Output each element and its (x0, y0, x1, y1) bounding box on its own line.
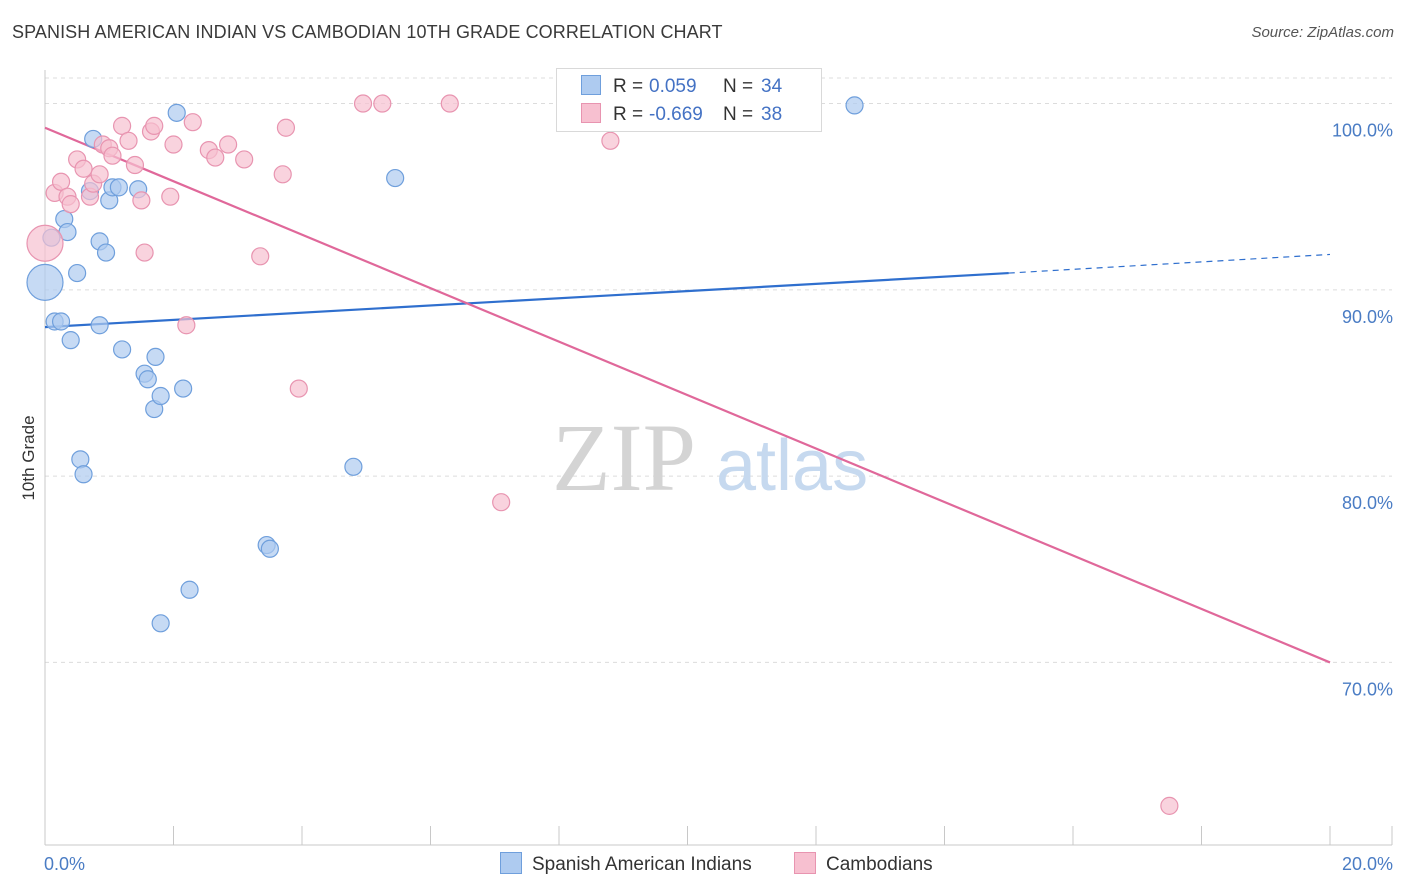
spanish-american-indian-point (26, 263, 64, 301)
cambodian-point (135, 243, 154, 262)
source-label: Source: ZipAtlas.com (1251, 24, 1394, 41)
r-value: 0.059 (649, 76, 697, 97)
spanish-american-indian-point (151, 386, 170, 406)
spanish-american-indian-point (96, 243, 116, 262)
legend-item-spanish-american-indians[interactable]: Spanish American Indians (500, 852, 752, 876)
cambodian-point (492, 493, 511, 512)
spanish-american-indian-point (74, 465, 93, 484)
blue-swatch (500, 852, 522, 874)
chart-title: SPANISH AMERICAN INDIAN VS CAMBODIAN 10T… (12, 22, 723, 42)
cambodian-point (273, 165, 292, 184)
legend-label: Spanish American Indians (532, 854, 752, 875)
spanish-american-indian-point (344, 457, 363, 476)
cambodian-point (219, 135, 238, 154)
n-value: 38 (761, 104, 783, 125)
y-tick-label: 100.0% (1332, 121, 1393, 141)
legend-label: Cambodians (826, 854, 933, 875)
spanish-american-indian-point (167, 103, 186, 122)
cambodian-point (164, 135, 183, 154)
cambodian-point (251, 247, 270, 266)
spanish-american-indian-point (112, 340, 132, 359)
r-label: R = (613, 76, 644, 97)
legend-row-spanish-american-indians: R = 0.059 N = 34 (581, 75, 782, 101)
spanish-american-indian-point (174, 379, 193, 398)
watermark-zip: ZIP (552, 404, 696, 511)
cambodian-point (235, 150, 254, 169)
spanish-american-indian-point (845, 96, 864, 115)
spanish-american-indian-point (146, 347, 165, 366)
spanish-american-indian-point (138, 370, 157, 389)
spanish-american-indian-point (151, 614, 170, 633)
tick-labels: 70.0% 80.0% 90.0% 100.0% 0.0% 20.0% (44, 121, 1393, 874)
spanish-american-indian-point (61, 331, 80, 350)
correlation-legend: R = 0.059 N = 34 R = -0.669 N = 38 (556, 68, 822, 132)
axes (44, 70, 1393, 846)
pink-trend-line (44, 126, 1331, 664)
cambodian-point (132, 191, 151, 210)
y-tick-label: 90.0% (1342, 307, 1393, 327)
cambodian-point (74, 159, 93, 178)
y-tick-label: 70.0% (1342, 679, 1393, 699)
r-value: -0.669 (649, 104, 703, 125)
legend-row-cambodians: R = -0.669 N = 38 (581, 103, 782, 129)
x-tick-label: 20.0% (1342, 854, 1393, 874)
cambodian-point (440, 94, 459, 113)
cambodian-point (276, 118, 296, 137)
cambodian-point (289, 379, 308, 398)
data-points (26, 94, 1179, 815)
blue-trend-line-extension (1008, 253, 1331, 274)
spanish-american-indian-point (180, 580, 199, 599)
n-label: N = (723, 76, 754, 97)
cambodian-point (601, 131, 620, 150)
spanish-american-indian-point (90, 316, 109, 335)
cambodian-point (103, 146, 122, 165)
spanish-american-indian-point (51, 312, 71, 331)
cambodian-point (145, 116, 164, 135)
cambodian-point (353, 94, 373, 113)
cambodian-point (183, 113, 202, 132)
y-tick-label: 80.0% (1342, 493, 1393, 513)
cambodian-point (206, 148, 225, 167)
cambodian-point (373, 94, 392, 113)
cambodian-point (61, 195, 80, 214)
cambodian-point (1160, 796, 1179, 815)
spanish-american-indian-point (71, 450, 90, 469)
r-label: R = (613, 104, 644, 125)
cambodian-point (125, 155, 145, 175)
cambodian-point (177, 316, 196, 335)
cambodian-point (161, 187, 180, 206)
spanish-american-indian-point (68, 263, 87, 283)
blue-trend-line (44, 271, 1009, 329)
spanish-american-indian-point (260, 539, 279, 558)
trend-lines (44, 126, 1331, 664)
pink-swatch (794, 852, 816, 874)
blue-swatch (581, 75, 601, 95)
n-label: N = (723, 104, 754, 125)
cambodian-point (90, 165, 109, 184)
legend-item-cambodians[interactable]: Cambodians (794, 852, 933, 876)
pink-swatch (581, 103, 601, 123)
x-tick-label: 0.0% (44, 854, 85, 874)
spanish-american-indian-point (109, 178, 128, 197)
y-axis-label: 10th Grade (19, 415, 38, 500)
cambodian-point (26, 224, 64, 262)
n-value: 34 (761, 76, 783, 97)
watermark: ZIP atlas (552, 404, 868, 511)
spanish-american-indian-point (386, 168, 405, 188)
cambodian-point (119, 131, 138, 150)
